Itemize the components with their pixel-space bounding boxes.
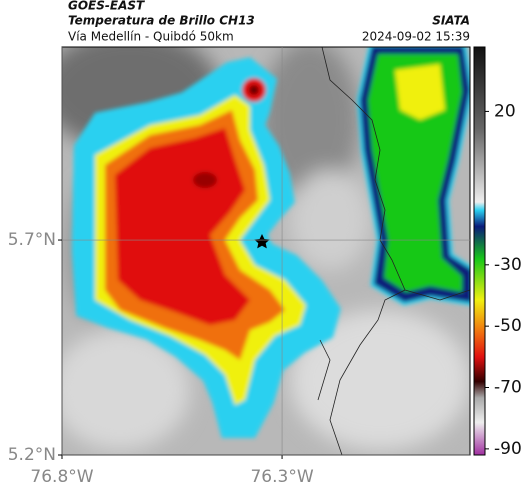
location-marker (254, 234, 270, 249)
satellite-image (62, 47, 470, 455)
route: Vía Medellín - Quibdó 50km (68, 30, 234, 44)
timestamp: 2024-09-02 15:39 (362, 30, 470, 44)
y-tick-label: 5.2°N (8, 445, 56, 465)
colorbar-tick-label: 20 (494, 101, 516, 121)
y-tick-label: 5.7°N (8, 230, 56, 250)
colorbar (473, 46, 486, 456)
product: Temperatura de Brillo CH13 (68, 14, 255, 28)
colorbar-tick-label: -70 (494, 378, 522, 398)
boundaries (317, 47, 470, 455)
x-tick-label: 76.3°W (250, 467, 313, 487)
colorbar-tick-label: -50 (494, 316, 522, 336)
colorbar-tick-label: -30 (494, 255, 522, 275)
satellite: GOES-EAST (68, 0, 145, 13)
source: SIATA (432, 14, 470, 28)
x-tick-label: 76.8°W (30, 467, 93, 487)
colorbar-tick-label: -90 (494, 439, 522, 459)
